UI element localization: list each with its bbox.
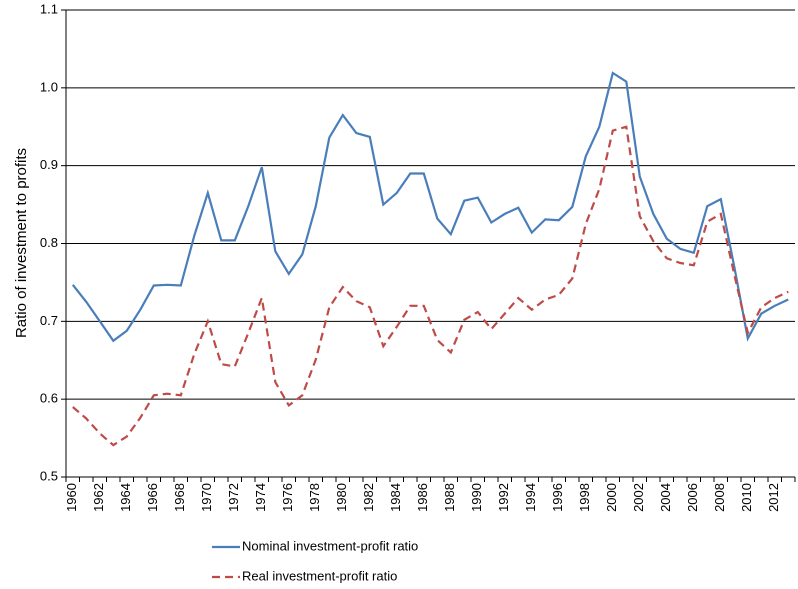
series-line bbox=[72, 125, 789, 447]
y-tick-label: 0.8 bbox=[40, 235, 58, 250]
x-tick-label: 1966 bbox=[145, 483, 160, 512]
x-tick-label: 2000 bbox=[604, 483, 619, 512]
x-tick-label: 2004 bbox=[658, 483, 673, 512]
legend-label: Real investment-profit ratio bbox=[242, 568, 397, 583]
y-tick-label: 1.1 bbox=[40, 1, 58, 16]
x-tick-label: 1988 bbox=[442, 483, 457, 512]
x-tick-label: 1980 bbox=[334, 483, 349, 512]
y-axis-label: Ratio of investment to profits bbox=[13, 148, 30, 338]
x-tick-label: 1994 bbox=[523, 483, 538, 512]
y-tick-label: 1.0 bbox=[40, 79, 58, 94]
x-tick-label: 1978 bbox=[307, 483, 322, 512]
x-tick-label: 1982 bbox=[361, 483, 376, 512]
y-tick-label: 0.9 bbox=[40, 157, 58, 172]
legend-label: Nominal investment-profit ratio bbox=[242, 538, 418, 553]
x-tick-label: 2010 bbox=[739, 483, 754, 512]
x-tick-label: 1990 bbox=[469, 483, 484, 512]
x-tick-label: 1992 bbox=[496, 483, 511, 512]
x-tick-label: 1986 bbox=[415, 483, 430, 512]
x-tick-label: 1974 bbox=[253, 483, 268, 512]
x-tick-label: 1996 bbox=[550, 483, 565, 512]
x-tick-label: 2006 bbox=[685, 483, 700, 512]
x-tick-label: 1972 bbox=[226, 483, 241, 512]
x-tick-label: 2012 bbox=[766, 483, 781, 512]
x-tick-label: 2008 bbox=[712, 483, 727, 512]
x-tick-label: 2002 bbox=[631, 483, 646, 512]
y-tick-label: 0.7 bbox=[40, 313, 58, 328]
x-tick-label: 1970 bbox=[199, 483, 214, 512]
series-line bbox=[71, 71, 789, 343]
y-tick-label: 0.5 bbox=[40, 468, 58, 483]
x-tick-label: 1962 bbox=[91, 483, 106, 512]
x-tick-label: 1964 bbox=[118, 483, 133, 512]
x-tick-label: 1998 bbox=[577, 483, 592, 512]
y-tick-label: 0.6 bbox=[40, 391, 58, 406]
x-tick-label: 1960 bbox=[64, 483, 79, 512]
x-tick-label: 1984 bbox=[388, 483, 403, 512]
x-tick-label: 1976 bbox=[280, 483, 295, 512]
x-tick-label: 1968 bbox=[172, 483, 187, 512]
